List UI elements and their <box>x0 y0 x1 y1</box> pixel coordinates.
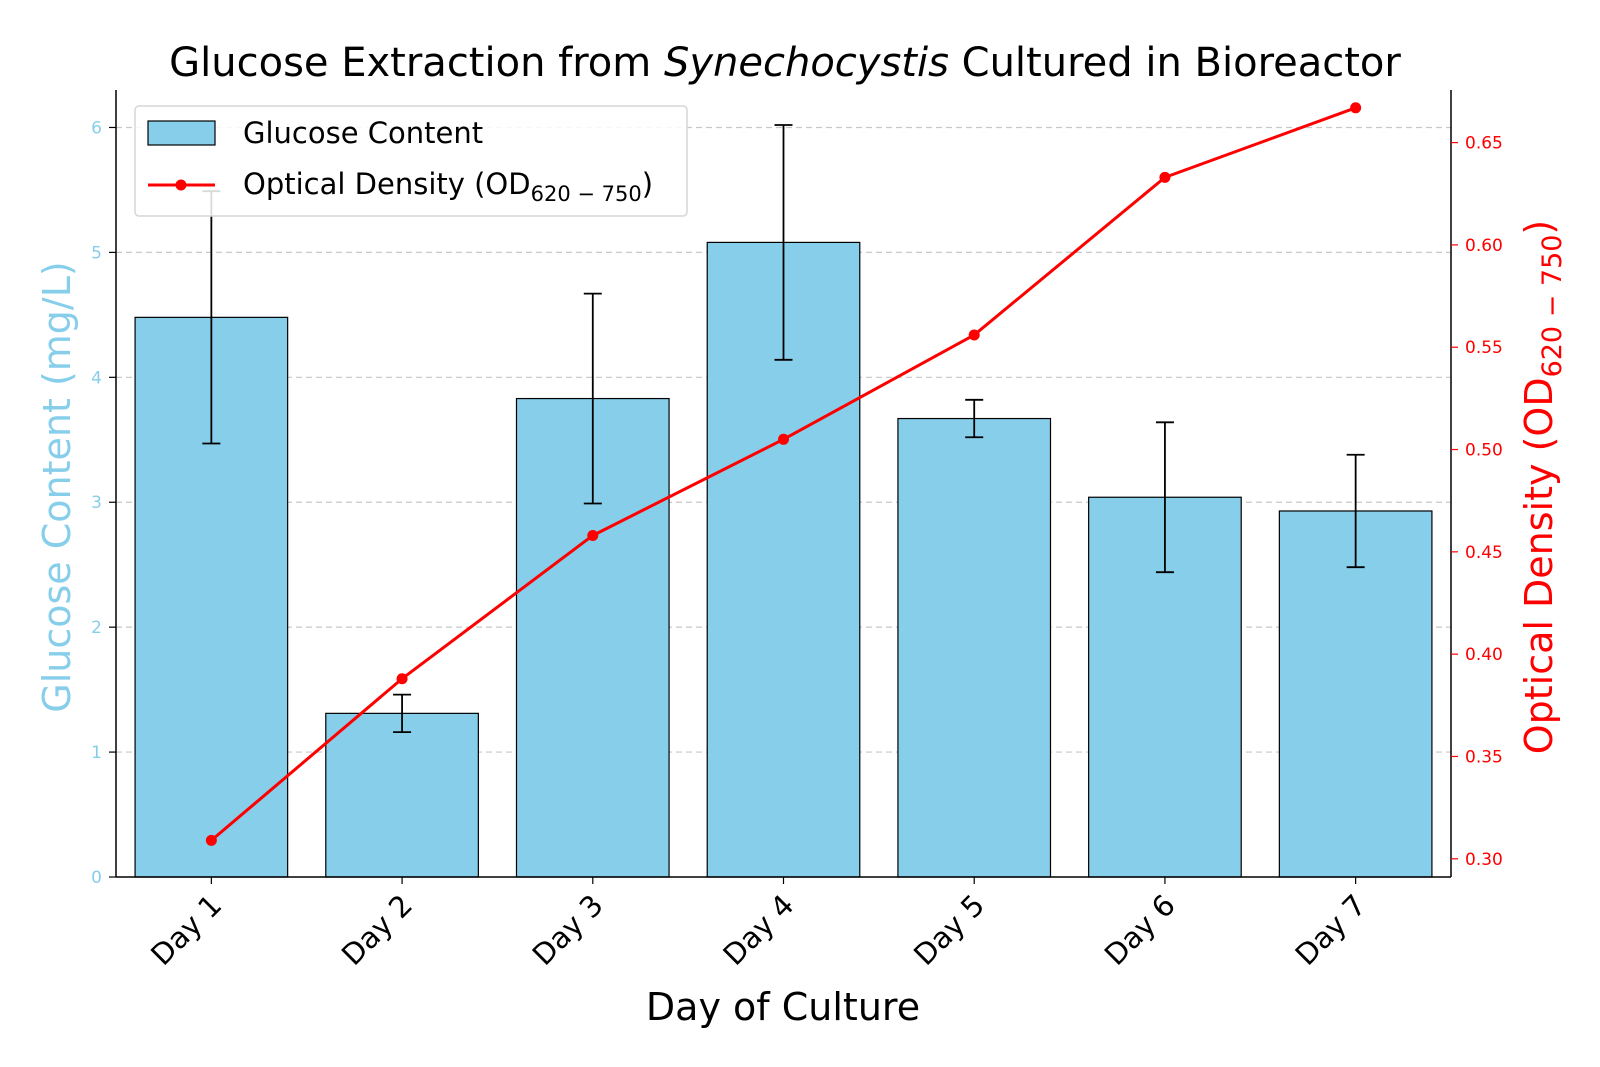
x-tick-label: Day 3 <box>526 888 610 972</box>
legend-frame <box>134 105 688 217</box>
right-tick-label: 0.35 <box>1465 747 1503 767</box>
right-axis-label: Optical Density (OD620 − 750) <box>1517 220 1568 755</box>
legend-swatch-od-marker <box>175 179 187 191</box>
od-point <box>205 834 217 846</box>
legend: Glucose Content Optical Density (OD620 −… <box>134 105 688 217</box>
legend-label-od: Optical Density (OD620 − 750) <box>243 167 653 206</box>
x-tick-label: Day 6 <box>1098 888 1182 972</box>
left-tick-label: 5 <box>91 243 102 263</box>
od-point <box>778 433 789 445</box>
legend-swatch-glucose <box>147 120 216 146</box>
x-tick-label: Day 4 <box>716 888 800 972</box>
left-tick-label: 0 <box>91 868 102 888</box>
error-bar <box>774 124 793 361</box>
x-tick-label: Day 5 <box>907 888 991 972</box>
right-tick-label: 0.50 <box>1465 441 1503 461</box>
left-tick-label: 1 <box>91 743 102 763</box>
left-tick-label: 2 <box>91 618 102 638</box>
x-axis-ticks: Day 1 Day 2 Day 3 Day 4 Day 5 Day 6 Day 7 <box>144 877 1373 972</box>
od-point <box>587 529 599 541</box>
left-tick-label: 3 <box>91 493 102 513</box>
left-axis-label: Glucose Content (mg/L) <box>35 261 79 712</box>
glucose-bar <box>1278 510 1433 878</box>
od-point <box>396 673 408 685</box>
right-tick-label: 0.55 <box>1465 338 1503 358</box>
od-point <box>968 329 980 341</box>
error-bar <box>583 292 602 505</box>
right-tick-label: 0.60 <box>1465 236 1503 256</box>
od-line-series <box>205 102 1362 846</box>
x-tick-label: Day 1 <box>144 888 228 972</box>
x-axis-label: Day of Culture <box>646 985 920 1029</box>
left-tick-label: 6 <box>91 118 102 138</box>
od-point <box>1350 102 1362 114</box>
right-tick-label: 0.65 <box>1465 134 1503 154</box>
right-tick-label: 0.45 <box>1465 543 1503 563</box>
glucose-bar <box>897 417 1052 878</box>
right-axis-ticks: 0.30 0.35 0.40 0.45 0.50 0.55 0.60 0.65 <box>1451 134 1503 870</box>
right-tick-label: 0.30 <box>1465 850 1503 870</box>
od-point <box>1159 171 1171 183</box>
x-tick-label: Day 7 <box>1288 888 1372 972</box>
right-tick-label: 0.40 <box>1465 645 1503 665</box>
glucose-bar <box>325 712 479 878</box>
error-bars <box>202 124 1365 733</box>
error-bar <box>965 398 984 439</box>
legend-label-glucose: Glucose Content <box>243 116 483 150</box>
x-tick-label: Day 2 <box>335 888 419 972</box>
error-bar <box>393 693 412 733</box>
chart-title: Glucose Extraction from Synechocystis Cu… <box>169 40 1401 86</box>
error-bar <box>1346 453 1365 569</box>
left-axis-ticks: 0 1 2 3 4 5 6 <box>91 118 116 888</box>
error-bar <box>1155 421 1174 574</box>
left-tick-label: 4 <box>91 368 102 388</box>
